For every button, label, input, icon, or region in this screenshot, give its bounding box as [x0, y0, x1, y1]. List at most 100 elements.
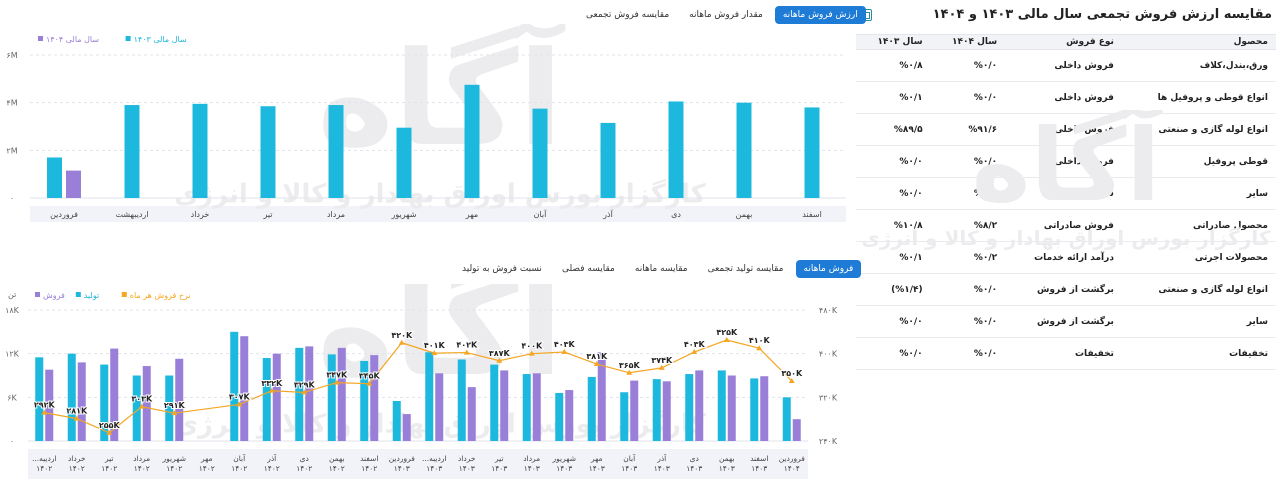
x-tick-month: شهریور	[552, 454, 576, 463]
y-tick-label: ۶M	[6, 51, 17, 60]
bottom-tab-4[interactable]: مقایسه فصلی	[561, 264, 615, 274]
rate-data-label: ۳۰۷K	[229, 392, 251, 401]
rate-marker	[691, 349, 698, 355]
bar-sales	[402, 414, 411, 441]
rate-data-label: ۳۰۳K	[131, 395, 153, 404]
rate-data-label: ۳۸۷K	[489, 349, 511, 358]
x-tick-month: اردیبه...	[422, 454, 447, 463]
table-row: سایر فروش داخلی %۰/۰ %۰/۰	[856, 177, 1276, 210]
x-tick-label: اسفند	[802, 210, 822, 219]
bottom-tab-3[interactable]: مقایسه ماهانه	[634, 264, 688, 274]
x-tick-year: ۱۴۰۲	[166, 464, 182, 473]
cell-sale-type: فروش داخلی	[1005, 113, 1122, 146]
x-tick-year: ۱۴۰۲	[264, 464, 280, 473]
cell-sale-type: فروش داخلی	[1005, 177, 1122, 210]
rate-data-label: ۴۰۲K	[456, 341, 478, 350]
y-right-tick-label: ۴۰۰K	[819, 350, 838, 359]
x-tick-month: دی	[690, 454, 699, 463]
top-tab-3[interactable]: مقایسه فروش تجمعی	[586, 10, 670, 20]
bar-sales	[240, 336, 249, 441]
col-sale-type: نوع فروش	[1005, 34, 1122, 50]
rate-marker	[268, 387, 275, 393]
bar-production	[750, 378, 759, 441]
cell-year-1403: %۰/۰	[856, 177, 931, 210]
x-tick-year: ۱۴۰۳	[556, 464, 572, 473]
bar-sales	[630, 380, 639, 441]
bar-production	[620, 392, 629, 441]
bar-1403	[47, 157, 62, 198]
bar-sales	[597, 352, 606, 441]
bar-production	[327, 354, 336, 441]
rate-data-label: ۴۰۰K	[521, 342, 543, 351]
x-tick-year: ۱۴۰۳	[589, 464, 605, 473]
legend-label: سال مالی ۱۴۰۳	[134, 35, 187, 44]
bar-production	[652, 379, 661, 441]
bar-1403	[736, 102, 752, 198]
bar-production	[685, 374, 694, 441]
watermark-brand: آگاه	[317, 24, 566, 175]
x-tick-month: شهریور	[162, 454, 186, 463]
top-tab-2[interactable]: مقدار فروش ماهانه	[689, 10, 763, 20]
bar-production	[522, 374, 531, 441]
cell-product: قوطی پروفیل	[1121, 145, 1276, 178]
x-tick-label: دی	[671, 210, 681, 219]
bar-sales	[760, 376, 769, 441]
x-tick-label: آذر ۱۴۰۲	[264, 453, 280, 473]
rate-marker	[138, 403, 145, 409]
bar-1403	[464, 84, 480, 198]
x-tick-label: آبان ۱۴۰۲	[231, 453, 247, 473]
x-tick-month: تیر	[494, 454, 504, 463]
rate-data-label: ۳۵۰K	[781, 369, 803, 378]
bar-sales	[337, 347, 346, 441]
x-axis-band	[28, 449, 808, 479]
bottom-tab-1[interactable]: فروش ماهانه	[795, 260, 862, 278]
legend-swatch	[121, 292, 127, 297]
y-tick-label: ۲M	[6, 146, 17, 155]
bar-production	[490, 364, 499, 441]
rate-data-label: ۴۱۰K	[749, 336, 771, 345]
cell-sale-type: فروش داخلی	[1005, 81, 1122, 114]
bar-sales	[110, 348, 119, 441]
rate-marker	[431, 350, 438, 356]
bar-production	[165, 375, 174, 441]
x-tick-label: اسفند ۱۴۰۲	[360, 454, 378, 473]
x-tick-month: دی	[300, 454, 309, 463]
bottom-tab-5[interactable]: نسبت فروش به تولید	[462, 264, 542, 274]
x-tick-year: ۱۴۰۲	[296, 464, 312, 473]
x-tick-label: خرداد	[191, 210, 210, 219]
x-tick-year: ۱۴۰۳	[654, 464, 670, 473]
x-tick-label: دی ۱۴۰۲	[296, 454, 312, 473]
x-tick-label: مرداد ۱۴۰۲	[133, 454, 150, 473]
x-tick-month: مرداد	[133, 454, 150, 463]
cell-sale-type: برگشت از فروش	[1005, 273, 1122, 306]
table-row: تخفیفات تخفیفات %۰/۰ %۰/۰	[856, 337, 1276, 370]
x-tick-label: بهمن ۱۴۰۳	[719, 454, 735, 473]
x-tick-label: اردیبه... ۱۴۰۲	[32, 454, 57, 473]
top-tab-1[interactable]: ارزش فروش ماهانه	[774, 6, 866, 24]
table-row: محصول صادراتی فروش صادراتی %۸/۲ %۱۰/۸	[856, 209, 1276, 242]
rate-data-label: ۳۸۱K	[586, 352, 608, 361]
x-tick-month: آذر	[266, 453, 277, 463]
cell-sale-type: تخفیفات	[1005, 337, 1122, 370]
cell-product: سایر	[1121, 305, 1276, 338]
cell-year-1404: %۰/۰	[930, 49, 1006, 82]
bar-sales	[500, 370, 509, 441]
rate-data-label: ۴۰۳K	[684, 340, 706, 349]
bottom-tab-2[interactable]: مقایسه تولید تجمعی	[707, 264, 784, 274]
x-tick-month: آبان	[233, 453, 246, 463]
table-row: انواع قوطی و پروفیل ها فروش داخلی %۰/۰ %۰/۱	[856, 81, 1276, 114]
legend-label: فروش	[43, 291, 65, 300]
cell-year-1404: %۰/۰	[930, 145, 1006, 178]
x-tick-label: اردیبهشت	[116, 210, 149, 219]
bar-sales	[727, 375, 736, 441]
rate-data-label: ۴۲۵K	[716, 328, 738, 337]
x-tick-month: اسفند	[360, 454, 378, 463]
bar-sales	[175, 358, 184, 441]
legend-label: تولید	[84, 291, 99, 300]
y-left-tick-label: ۱۲K	[5, 350, 20, 359]
table-row: قوطی پروفیل فروش داخلی %۰/۰ %۰/۰	[856, 145, 1276, 178]
x-tick-month: خرداد	[458, 454, 476, 463]
cell-year-1404: %۰/۰	[930, 305, 1006, 338]
rate-marker	[333, 379, 340, 385]
